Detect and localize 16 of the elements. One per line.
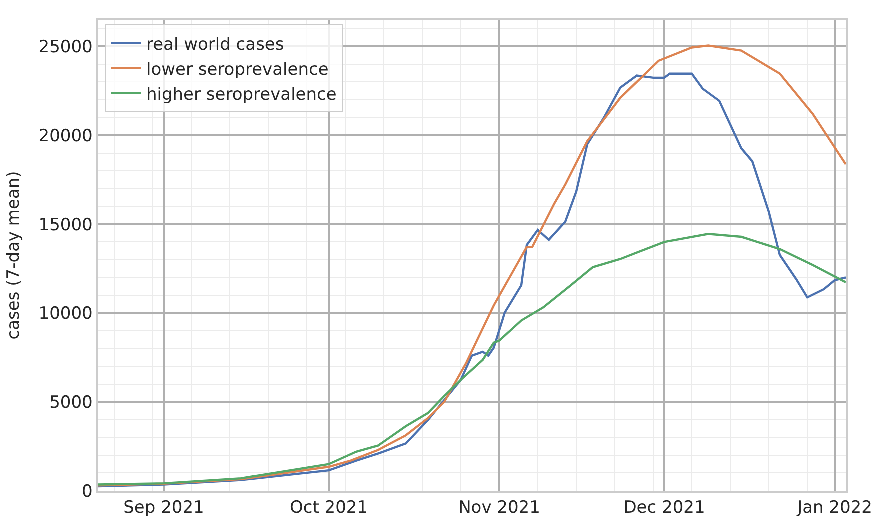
y-tick-label: 10000 <box>38 304 93 324</box>
y-tick-label: 5000 <box>50 393 93 414</box>
y-tick-label: 15000 <box>38 215 93 236</box>
x-tick-label: Sep 2021 <box>124 498 204 518</box>
x-tick-label: Dec 2021 <box>624 498 706 518</box>
legend-label: lower seroprevalence <box>146 60 329 80</box>
x-tick-label: Nov 2021 <box>458 498 540 518</box>
legend-label: real world cases <box>146 34 284 55</box>
x-tick-label: Oct 2021 <box>290 498 368 518</box>
x-tick-label: Jan 2022 <box>796 498 872 518</box>
y-tick-label: 25000 <box>38 38 93 58</box>
y-tick-label: 0 <box>82 482 93 502</box>
y-axis-title: cases (7-day mean) <box>4 171 24 340</box>
y-tick-label: 20000 <box>38 126 93 146</box>
legend-label: higher seroprevalence <box>146 85 337 106</box>
line-series <box>98 233 846 486</box>
